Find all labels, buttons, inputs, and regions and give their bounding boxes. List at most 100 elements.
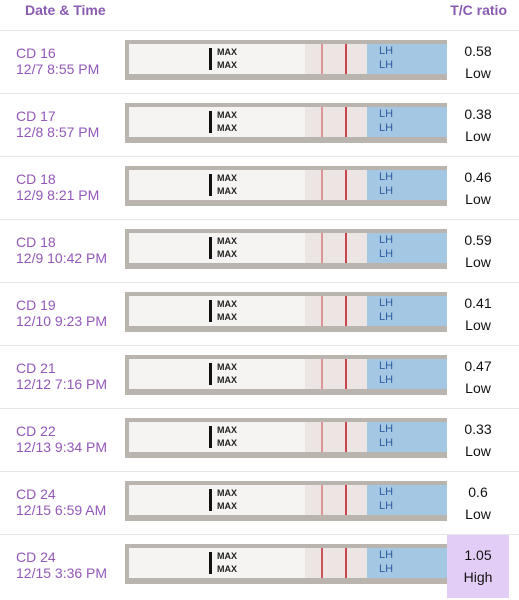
lh-level: Low	[465, 191, 491, 207]
control-line	[345, 170, 347, 200]
date-time: 12/13 9:34 PM	[16, 439, 108, 455]
date-time: 12/9 10:42 PM	[16, 250, 108, 266]
ratio-cell: 0.59 Low	[447, 220, 509, 283]
strip-handle: LH LH	[367, 485, 447, 515]
tc-ratio: 0.33	[464, 421, 492, 437]
cycle-day: CD 16	[16, 45, 56, 61]
row: CD 24 12/15 6:59 AM MAX MAX LH LH 0.6 Low	[0, 471, 519, 534]
lh-level: Low	[465, 380, 491, 396]
lh-label: LH	[379, 549, 394, 561]
max-label: MAX	[217, 312, 237, 322]
control-line	[345, 107, 347, 137]
ratio-cell: 0.38 Low	[447, 94, 509, 157]
row: CD 18 12/9 8:21 PM MAX MAX LH LH 0.46 Low	[0, 156, 519, 219]
test-line	[321, 107, 323, 137]
lh-label: LH	[379, 374, 394, 386]
cycle-day: CD 21	[16, 360, 56, 376]
cycle-day: CD 18	[16, 234, 56, 250]
tc-ratio: 0.41	[464, 295, 492, 311]
strip-window	[305, 233, 367, 263]
control-line	[345, 233, 347, 263]
max-label: MAX	[217, 123, 237, 133]
max-label: MAX	[217, 60, 237, 70]
tc-ratio: 0.58	[464, 43, 492, 59]
strip-marker	[209, 552, 212, 574]
lh-level: Low	[465, 443, 491, 459]
lh-label: LH	[379, 563, 394, 575]
strip-marker	[209, 363, 212, 385]
test-line	[321, 170, 323, 200]
row: CD 24 12/15 3:36 PM MAX MAX LH LH 1.05 High	[0, 534, 519, 598]
strip-paper: MAX MAX	[129, 422, 305, 452]
control-line	[345, 548, 347, 578]
control-line	[345, 296, 347, 326]
lh-label: LH	[379, 45, 394, 57]
date-time: 12/15 6:59 AM	[16, 502, 107, 518]
ratio-cell: 1.05 High	[447, 535, 509, 598]
lh-label: LH	[379, 360, 394, 372]
test-line	[321, 422, 323, 452]
test-line	[321, 44, 323, 74]
cycle-day: CD 24	[16, 486, 56, 502]
strip-handle: LH LH	[367, 296, 447, 326]
max-label: MAX	[217, 501, 237, 511]
control-line	[345, 44, 347, 74]
lh-level: Low	[465, 65, 491, 81]
row: CD 18 12/9 10:42 PM MAX MAX LH LH 0.59 Low	[0, 219, 519, 282]
control-line	[345, 359, 347, 389]
test-strip-photo: MAX MAX LH LH	[125, 544, 447, 584]
lh-label: LH	[379, 248, 394, 260]
test-strip-photo: MAX MAX LH LH	[125, 229, 447, 269]
lh-label: LH	[379, 486, 394, 498]
row: CD 22 12/13 9:34 PM MAX MAX LH LH 0.33 Low	[0, 408, 519, 471]
strip-paper: MAX MAX	[129, 233, 305, 263]
max-label: MAX	[217, 249, 237, 259]
strip-handle: LH LH	[367, 233, 447, 263]
strip-paper: MAX MAX	[129, 170, 305, 200]
lh-label: LH	[379, 122, 394, 134]
strip-window	[305, 107, 367, 137]
strip-handle: LH LH	[367, 548, 447, 578]
strip-marker	[209, 489, 212, 511]
tc-ratio: 0.6	[468, 484, 488, 500]
date-time: 12/7 8:55 PM	[16, 61, 100, 77]
test-line	[321, 485, 323, 515]
max-label: MAX	[217, 375, 237, 385]
strip-window	[305, 44, 367, 74]
strip-paper: MAX MAX	[129, 359, 305, 389]
max-label: MAX	[217, 425, 237, 435]
date-time: 12/9 8:21 PM	[16, 187, 100, 203]
lh-label: LH	[379, 500, 394, 512]
row: CD 19 12/10 9:23 PM MAX MAX LH LH 0.41 Low	[0, 282, 519, 345]
date-time: 12/8 8:57 PM	[16, 124, 100, 140]
lh-label: LH	[379, 437, 394, 449]
ratio-cell: 0.47 Low	[447, 346, 509, 409]
lh-level: High	[463, 569, 493, 585]
lh-label: LH	[379, 234, 394, 246]
lh-label: LH	[379, 297, 394, 309]
tc-ratio: 0.46	[464, 169, 492, 185]
lh-label: LH	[379, 423, 394, 435]
control-line	[345, 485, 347, 515]
strip-paper: MAX MAX	[129, 44, 305, 74]
strip-handle: LH LH	[367, 422, 447, 452]
tc-ratio: 0.38	[464, 106, 492, 122]
test-strip-photo: MAX MAX LH LH	[125, 40, 447, 80]
header-right: T/C ratio	[450, 2, 507, 18]
control-line	[345, 422, 347, 452]
lh-label: LH	[379, 108, 394, 120]
test-line	[321, 296, 323, 326]
max-label: MAX	[217, 299, 237, 309]
max-label: MAX	[217, 551, 237, 561]
test-line	[321, 548, 323, 578]
cycle-day: CD 18	[16, 171, 56, 187]
test-strip-photo: MAX MAX LH LH	[125, 103, 447, 143]
strip-paper: MAX MAX	[129, 107, 305, 137]
lh-label: LH	[379, 311, 394, 323]
date-time: 12/10 9:23 PM	[16, 313, 108, 329]
strip-handle: LH LH	[367, 44, 447, 74]
strip-handle: LH LH	[367, 359, 447, 389]
strip-window	[305, 296, 367, 326]
ratio-cell: 0.41 Low	[447, 283, 509, 346]
ratio-cell: 0.6 Low	[447, 472, 509, 535]
